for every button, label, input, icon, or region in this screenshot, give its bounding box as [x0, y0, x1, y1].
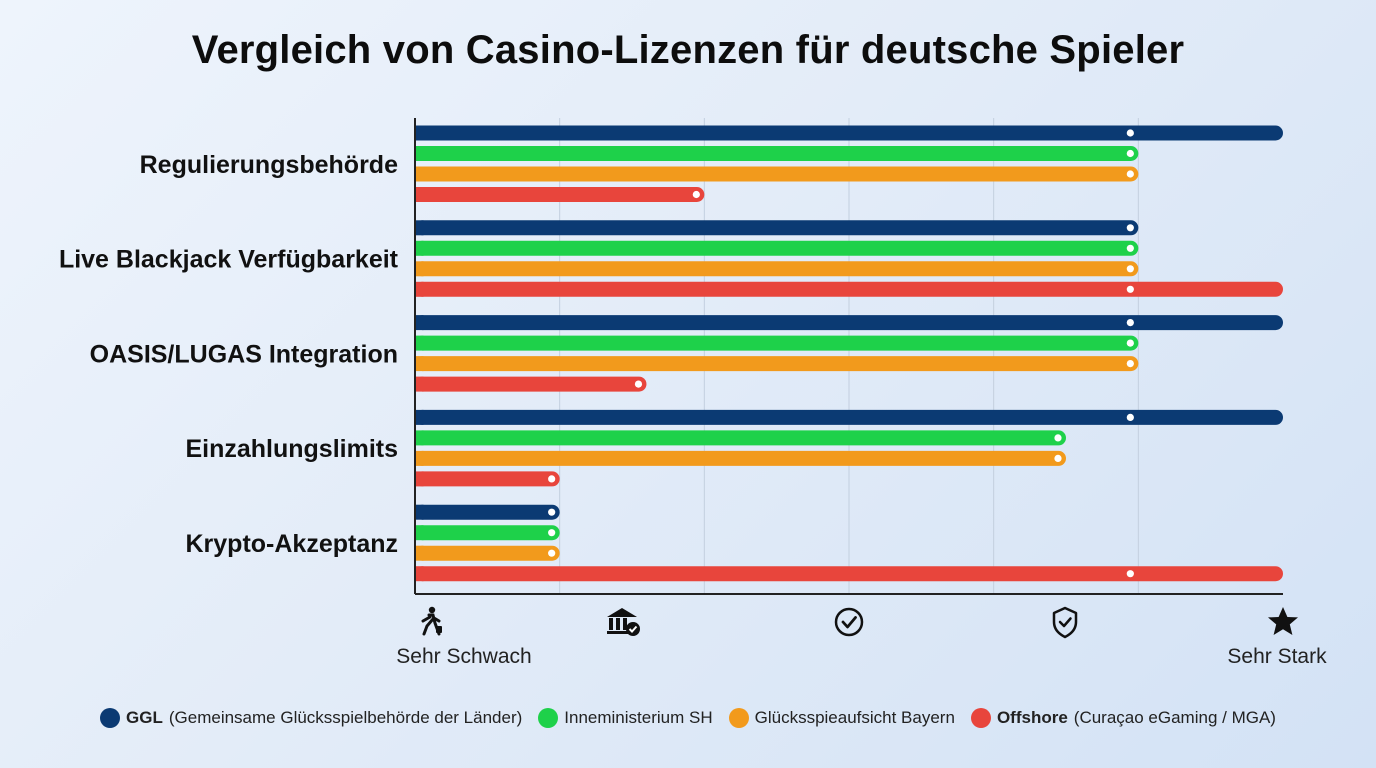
bar-marker — [1126, 244, 1134, 252]
bar — [415, 471, 560, 487]
legend-label: GGL — [126, 708, 163, 727]
legend-detail: (Curaçao eGaming / MGA) — [1073, 708, 1276, 727]
bar-base — [415, 409, 424, 425]
bar — [415, 281, 1283, 297]
bar-marker — [1126, 170, 1134, 178]
bars — [415, 125, 1283, 582]
star-icon — [1268, 607, 1298, 635]
bar-marker — [1126, 224, 1134, 232]
legend-label: Inneministerium SH — [564, 708, 713, 727]
legend-item-offshore: Offshore (Curaçao eGaming / MGA) — [970, 708, 1276, 728]
bar-base — [415, 125, 424, 141]
legend-swatch — [728, 708, 749, 728]
bar-marker — [1126, 129, 1134, 137]
chart-title: Vergleich von Casino-Lizenzen für deutsc… — [191, 28, 1185, 72]
bar — [415, 409, 1283, 425]
legend-swatch — [970, 708, 991, 728]
bar-marker — [1126, 360, 1134, 368]
check-circle-icon — [834, 607, 864, 637]
bar-marker — [548, 508, 556, 516]
scale-max-label: Sehr Stark — [1227, 645, 1327, 668]
bar-marker — [1126, 413, 1134, 421]
bar — [415, 566, 1283, 582]
bar-marker — [1126, 265, 1134, 273]
bar-base — [415, 450, 424, 466]
bar-marker — [1126, 570, 1134, 578]
bar-base — [415, 566, 424, 582]
bar-marker — [692, 190, 700, 199]
legend-item-bayern: Glücksspieaufsicht Bayern — [728, 708, 955, 728]
bar — [415, 430, 1066, 446]
bar-base — [415, 240, 424, 256]
bar-base — [415, 166, 424, 182]
bar-base — [415, 281, 424, 297]
bar-marker — [548, 549, 556, 557]
bar-marker — [1126, 285, 1134, 293]
bar-marker — [1126, 339, 1134, 347]
scale-icons — [421, 606, 1298, 639]
bar-base — [415, 315, 424, 331]
legend-label: Offshore — [996, 708, 1068, 727]
legend-item-ggl: GGL (Gemeinsame Glücksspielbehörde der L… — [100, 708, 522, 728]
bar — [415, 315, 1283, 331]
bar — [415, 187, 705, 202]
bar — [415, 240, 1139, 256]
bar — [415, 545, 560, 561]
bar-base — [415, 430, 424, 446]
bar-base — [415, 187, 424, 202]
bar — [415, 356, 1139, 372]
bar-base — [415, 376, 424, 392]
bar-marker — [548, 529, 556, 537]
bar-marker — [548, 475, 556, 483]
bar — [415, 335, 1139, 351]
category-label: Krypto-Akzeptanz — [185, 530, 398, 558]
category-label: Live Blackjack Verfügbarkeit — [59, 246, 399, 274]
bar-marker — [634, 380, 643, 388]
bar — [415, 450, 1066, 466]
scale-min-label: Sehr Schwach — [396, 645, 531, 668]
bar — [415, 376, 647, 392]
bar-base — [415, 525, 424, 541]
bar-base — [415, 335, 424, 351]
legend: GGL (Gemeinsame Glücksspielbehörde der L… — [0, 708, 1376, 728]
category-labels: Regulierungsbehörde Live Blackjack Verfüg… — [59, 151, 399, 558]
legend-swatch — [538, 708, 559, 728]
bar-marker — [1054, 434, 1062, 442]
bar-base — [415, 471, 424, 487]
legend-label: Glücksspieaufsicht Bayern — [754, 708, 955, 727]
chart: Regulierungsbehörde Live Blackjack Verfüg… — [59, 118, 1327, 668]
bar-base — [415, 356, 424, 372]
bank-icon — [607, 608, 640, 636]
category-label: Einzahlungslimits — [185, 435, 398, 463]
bar — [415, 166, 1139, 182]
bar — [415, 525, 560, 541]
legend-detail: (Gemeinsame Glücksspielbehörde der Lände… — [168, 708, 523, 727]
bar-base — [415, 220, 424, 236]
category-label: OASIS/LUGAS Integration — [90, 340, 398, 368]
shield-check-icon — [1052, 606, 1078, 639]
bar — [415, 504, 560, 520]
legend-swatch — [100, 708, 121, 728]
bar — [415, 261, 1139, 277]
bar-base — [415, 545, 424, 561]
bar-marker — [1126, 149, 1134, 158]
bar-base — [415, 146, 424, 161]
bar — [415, 125, 1283, 141]
category-label: Regulierungsbehörde — [140, 151, 398, 179]
axes — [414, 118, 1283, 595]
bar — [415, 146, 1139, 161]
bar-base — [415, 504, 424, 520]
legend-item-sh: Inneministerium SH — [538, 708, 713, 728]
bar-marker — [1126, 319, 1134, 327]
person-walking-icon — [421, 606, 442, 636]
bar — [415, 220, 1139, 236]
bar-marker — [1054, 454, 1062, 462]
bar-base — [415, 261, 424, 277]
